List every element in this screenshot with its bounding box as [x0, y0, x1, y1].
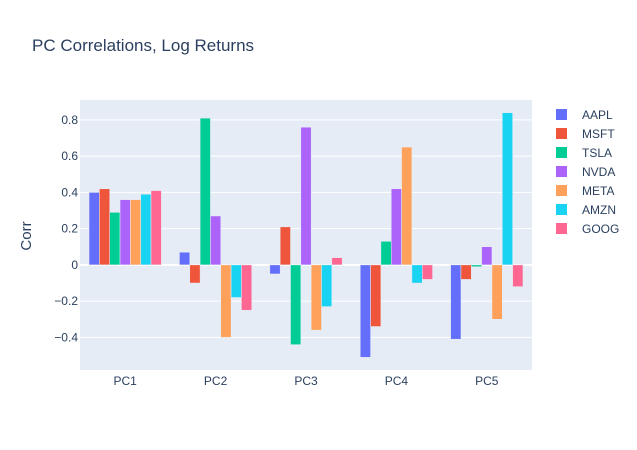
y-tick-label: −0.2: [54, 294, 78, 308]
bar-msft-pc1[interactable]: [99, 188, 110, 266]
x-tick-label: PC3: [294, 374, 318, 388]
bar-msft-pc3[interactable]: [279, 226, 291, 266]
legend-item-amzn[interactable]: AMZN: [556, 203, 616, 217]
bar-msft-pc5[interactable]: [460, 264, 472, 280]
legend-swatch: [556, 166, 567, 177]
legend-label: GOOG: [582, 222, 619, 236]
bar-tsla-pc3[interactable]: [290, 264, 302, 345]
bar-msft-pc4[interactable]: [370, 264, 382, 327]
bar-amzn-pc4[interactable]: [411, 264, 423, 284]
legend-label: NVDA: [582, 165, 615, 179]
bar-amzn-pc1[interactable]: [140, 193, 152, 266]
bar-nvda-pc3[interactable]: [300, 126, 312, 266]
bar-meta-pc3[interactable]: [310, 264, 322, 331]
legend-label: MSFT: [582, 127, 615, 141]
legend[interactable]: AAPL MSFT TSLA NVDA META AMZN GOOG: [556, 108, 619, 236]
bar-aapl-pc2[interactable]: [179, 251, 191, 266]
bar-tsla-pc4[interactable]: [380, 241, 392, 266]
y-tick-label: 0.6: [61, 149, 78, 163]
y-tick-label: 0.4: [61, 185, 78, 199]
bar-amzn-pc5[interactable]: [502, 112, 513, 266]
legend-label: AAPL: [582, 108, 613, 122]
bar-meta-pc5[interactable]: [491, 264, 503, 320]
bar-goog-pc1[interactable]: [150, 190, 162, 266]
bar-amzn-pc2[interactable]: [230, 264, 242, 298]
bar-tsla-pc5[interactable]: [471, 264, 482, 267]
y-tick-label: 0.2: [61, 222, 78, 236]
legend-swatch: [556, 204, 567, 215]
bar-meta-pc4[interactable]: [401, 146, 413, 266]
bar-aapl-pc3[interactable]: [269, 264, 281, 275]
legend-item-nvda[interactable]: NVDA: [556, 165, 615, 179]
bar-tsla-pc2[interactable]: [199, 117, 211, 266]
bar-goog-pc5[interactable]: [512, 264, 524, 287]
x-tick-label: PC2: [204, 374, 228, 388]
legend-swatch: [556, 128, 567, 139]
y-tick-labels: −0.4 −0.2 0 0.2 0.4 0.6 0.8: [54, 113, 78, 344]
y-tick-label: 0.8: [61, 113, 78, 127]
bar-nvda-pc4[interactable]: [390, 188, 402, 266]
y-tick-label: −0.4: [54, 330, 78, 344]
bar-goog-pc4[interactable]: [421, 264, 433, 280]
bar-aapl-pc4[interactable]: [359, 264, 371, 358]
x-tick-label: PC1: [114, 374, 138, 388]
bar-goog-pc3[interactable]: [331, 257, 343, 266]
bar-aapl-pc5[interactable]: [450, 264, 462, 340]
y-axis-label: Corr: [18, 221, 35, 250]
bar-nvda-pc5[interactable]: [481, 246, 493, 266]
bars: [88, 112, 524, 358]
x-tick-labels: PC1 PC2 PC3 PC4 PC5: [114, 374, 499, 388]
bar-msft-pc2[interactable]: [189, 264, 201, 284]
bar-nvda-pc2[interactable]: [210, 215, 222, 266]
legend-item-goog[interactable]: GOOG: [556, 222, 619, 236]
legend-label: AMZN: [582, 203, 616, 217]
legend-swatch: [556, 185, 567, 196]
bar-aapl-pc1[interactable]: [88, 192, 100, 266]
legend-item-meta[interactable]: META: [556, 184, 614, 198]
bar-tsla-pc1[interactable]: [109, 212, 121, 266]
legend-label: META: [582, 184, 614, 198]
bar-meta-pc1[interactable]: [130, 199, 141, 266]
legend-swatch: [556, 109, 567, 120]
bar-nvda-pc1[interactable]: [119, 199, 131, 266]
legend-swatch: [556, 223, 567, 234]
bar-meta-pc2[interactable]: [220, 264, 232, 338]
legend-item-msft[interactable]: MSFT: [556, 127, 615, 141]
x-tick-label: PC5: [475, 374, 499, 388]
legend-swatch: [556, 147, 567, 158]
legend-item-tsla[interactable]: TSLA: [556, 146, 612, 160]
bar-goog-pc2[interactable]: [241, 264, 253, 311]
chart-title: PC Correlations, Log Returns: [32, 36, 254, 55]
legend-item-aapl[interactable]: AAPL: [556, 108, 613, 122]
bar-amzn-pc3[interactable]: [321, 264, 333, 307]
legend-label: TSLA: [582, 146, 612, 160]
x-tick-label: PC4: [385, 374, 409, 388]
y-tick-label: 0: [71, 258, 78, 272]
